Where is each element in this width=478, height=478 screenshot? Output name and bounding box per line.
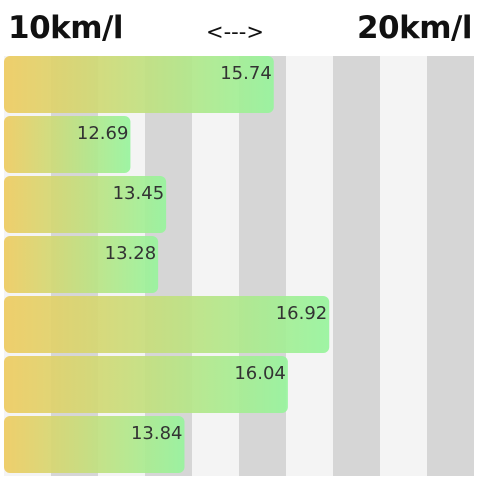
bar	[4, 176, 167, 233]
bar-value-label: 13.28	[105, 243, 157, 264]
bar	[4, 236, 159, 293]
bars-group: 15.74 12.69 13.45 13.28 16.92 16.04 13.84	[4, 56, 330, 473]
bar-value-label: 16.04	[234, 363, 286, 384]
chart-header: 10km/l <---> 20km/l	[0, 0, 478, 56]
max-scale-label: 20km/l	[356, 10, 473, 46]
bar	[4, 116, 131, 173]
background-stripe	[380, 56, 427, 476]
bar	[4, 296, 330, 353]
bar	[4, 56, 274, 113]
bar-value-label: 15.74	[220, 63, 272, 84]
bar-value-label: 12.69	[77, 123, 129, 144]
bar-value-label: 13.84	[131, 423, 183, 444]
bar	[4, 416, 185, 473]
range-arrow-label: <--->	[206, 20, 264, 44]
bar-value-label: 16.92	[276, 303, 328, 324]
min-scale-label: 10km/l	[8, 10, 124, 46]
background-stripe	[427, 56, 474, 476]
bar	[4, 356, 288, 413]
background-stripe	[286, 56, 333, 476]
background-stripe	[333, 56, 380, 476]
bar-value-label: 13.45	[113, 183, 165, 204]
